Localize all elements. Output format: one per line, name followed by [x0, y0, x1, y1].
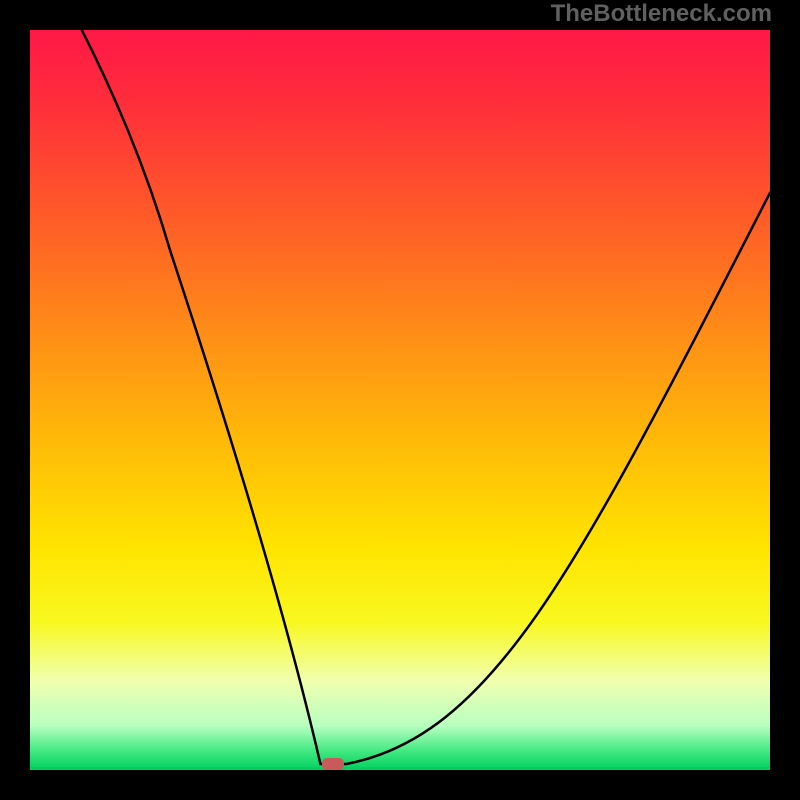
bottom-line — [30, 767, 770, 770]
chart-plot-area — [30, 30, 770, 770]
gradient-background — [30, 30, 770, 770]
chart-svg — [30, 30, 770, 770]
watermark-text: TheBottleneck.com — [551, 0, 772, 28]
min-marker — [322, 758, 344, 770]
